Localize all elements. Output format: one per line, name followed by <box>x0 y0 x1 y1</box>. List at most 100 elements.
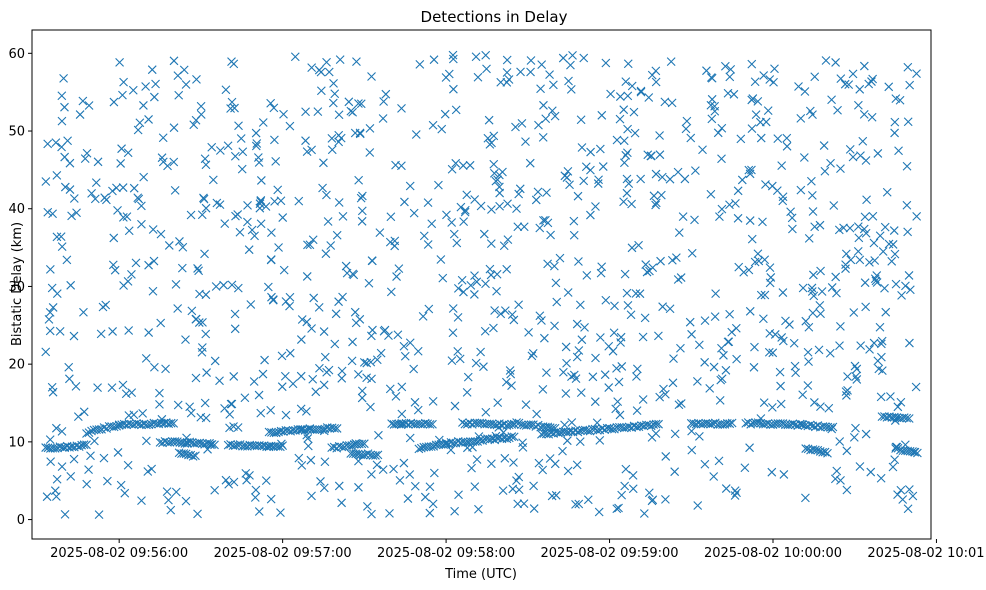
data-point <box>373 450 383 460</box>
data-point <box>503 199 512 209</box>
data-point <box>705 384 715 393</box>
data-point <box>364 278 374 288</box>
data-point <box>198 317 207 327</box>
data-point <box>319 483 329 493</box>
data-point <box>563 466 573 476</box>
data-point <box>761 117 771 127</box>
data-point <box>366 402 375 412</box>
data-point <box>615 410 625 420</box>
data-point <box>763 418 773 428</box>
data-point <box>114 421 124 430</box>
data-point <box>201 413 211 423</box>
data-point <box>848 69 858 79</box>
data-point <box>410 481 420 491</box>
data-point <box>552 297 562 307</box>
data-point <box>149 362 159 372</box>
data-point <box>220 219 230 228</box>
data-point <box>215 146 225 155</box>
data-point <box>768 348 778 358</box>
data-point <box>330 89 340 99</box>
data-point <box>632 372 641 381</box>
data-point <box>841 264 850 274</box>
data-point <box>50 444 60 453</box>
data-point <box>551 278 561 288</box>
data-point <box>902 161 912 171</box>
data-point <box>616 338 625 347</box>
data-point <box>266 255 276 265</box>
data-point <box>162 487 172 497</box>
data-point <box>710 106 720 116</box>
data-point <box>897 291 906 300</box>
data-point <box>692 377 702 386</box>
data-point <box>251 128 261 138</box>
data-point <box>731 323 741 333</box>
data-point <box>447 356 457 366</box>
data-point <box>451 158 461 168</box>
y-tick-label: 20 <box>8 358 25 373</box>
data-point <box>309 293 319 303</box>
data-point <box>186 210 196 220</box>
data-point <box>506 369 516 379</box>
data-point <box>873 149 883 158</box>
data-point <box>629 107 639 117</box>
data-point <box>397 103 406 113</box>
data-point <box>367 72 376 81</box>
data-point <box>794 82 803 91</box>
data-point <box>438 273 448 283</box>
data-point <box>881 307 891 317</box>
data-point <box>622 188 632 198</box>
data-point <box>93 157 103 167</box>
data-point <box>365 123 375 133</box>
data-point <box>665 174 675 184</box>
data-point <box>166 418 176 428</box>
data-point <box>302 407 311 416</box>
data-point <box>359 439 369 449</box>
data-point <box>100 193 110 203</box>
data-point <box>756 290 766 300</box>
data-point <box>230 309 240 319</box>
data-point <box>632 406 642 415</box>
data-point <box>853 222 863 231</box>
data-point <box>526 420 536 430</box>
data-point <box>453 312 463 322</box>
data-point <box>666 57 676 67</box>
data-point <box>808 308 818 318</box>
data-point <box>651 66 661 76</box>
data-point <box>651 429 661 438</box>
data-point <box>492 286 501 296</box>
data-point <box>128 85 138 95</box>
data-point <box>817 287 827 296</box>
data-point <box>573 191 583 201</box>
data-point <box>149 256 159 266</box>
data-point <box>352 57 361 66</box>
data-point <box>90 194 100 204</box>
data-point <box>335 55 345 65</box>
data-point <box>641 260 651 269</box>
data-point <box>290 52 300 62</box>
data-point <box>869 338 879 348</box>
data-point <box>316 477 325 486</box>
data-point <box>66 472 76 481</box>
data-point <box>902 200 912 210</box>
data-point <box>372 355 382 365</box>
data-point <box>615 114 625 124</box>
data-point <box>413 346 423 356</box>
data-point <box>78 96 88 106</box>
data-point <box>267 228 276 237</box>
data-point <box>123 276 133 286</box>
data-point <box>836 476 845 485</box>
x-tick-label: 2025-08-02 09:56:00 <box>50 546 188 561</box>
data-point <box>717 343 726 353</box>
data-point <box>112 421 122 431</box>
data-point <box>558 367 568 377</box>
data-point <box>627 243 637 253</box>
y-tick-label: 10 <box>8 435 25 450</box>
data-point <box>45 435 55 444</box>
data-point <box>390 241 400 251</box>
data-point <box>509 432 519 442</box>
data-point <box>236 134 246 143</box>
data-point <box>859 61 869 71</box>
data-point <box>535 223 545 233</box>
data-point <box>505 366 515 375</box>
data-point <box>185 437 195 447</box>
